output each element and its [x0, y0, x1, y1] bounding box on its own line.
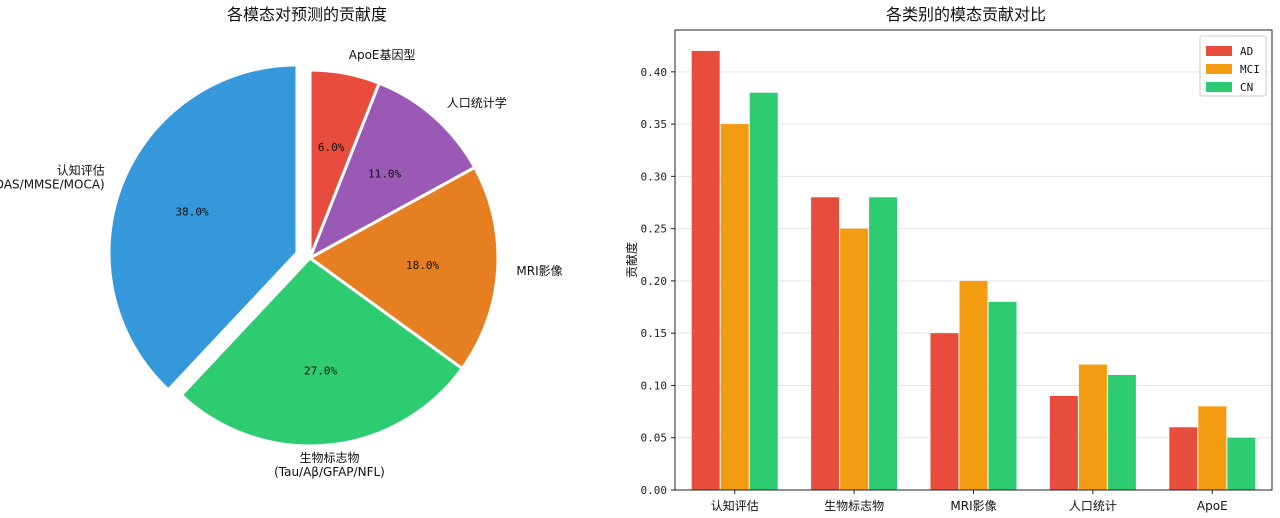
pie-sublabel: (Tau/Aβ/GFAP/NFL): [274, 465, 385, 479]
y-tick-label: 0.30: [641, 170, 668, 183]
bar-cn-3: [1107, 375, 1136, 490]
pie-chart: 各模态对预测的贡献度 6.0% ApoE基因型 11.0% 人口统计学 18.0% MRI…: [0, 5, 563, 479]
x-tick-label: MRI影像: [950, 499, 996, 513]
bar-mci-4: [1198, 406, 1227, 490]
pie-pct-label: 38.0%: [176, 205, 209, 218]
pie-pct-label: 6.0%: [318, 141, 345, 154]
legend-label: AD: [1240, 45, 1253, 58]
bar-cn-2: [988, 301, 1017, 490]
y-tick-label: 0.05: [641, 432, 668, 445]
bar-mci-0: [720, 124, 749, 490]
x-tick-label: 认知评估: [711, 499, 759, 513]
pie-pct-label: 27.0%: [304, 364, 337, 377]
pie-label: 认知评估: [57, 164, 105, 178]
bar-ad-4: [1169, 427, 1198, 490]
y-tick-label: 0.10: [641, 379, 668, 392]
x-tick-label: 人口统计: [1069, 499, 1117, 513]
pie-slice-1: [307, 81, 477, 262]
y-tick-label: 0.35: [641, 118, 668, 131]
bar-title: 各类别的模态贡献对比: [886, 5, 1046, 24]
pie-label: 生物标志物: [299, 451, 359, 465]
legend-label: MCI: [1240, 63, 1260, 76]
x-tick-label: ApoE: [1197, 499, 1228, 513]
pie-pct-label: 11.0%: [368, 167, 401, 180]
y-tick-label: 0.25: [641, 223, 668, 236]
pie-slice-4: [107, 63, 299, 393]
x-tick-label: 生物标志物: [824, 499, 884, 513]
legend: AD MCI CN: [1199, 35, 1267, 97]
pie-title: 各模态对预测的贡献度: [227, 5, 387, 24]
y-tick-label: 0.20: [641, 275, 668, 288]
bar-chart: 各类别的模态贡献对比 贡献度 0.00 0.05 0.10 0.15 0.20 0.25 0…: [624, 5, 1273, 513]
bar-ad-0: [691, 50, 720, 491]
y-axis-label: 贡献度: [624, 242, 639, 278]
y-tick-label: 0.00: [641, 484, 668, 497]
bar-mci-1: [840, 228, 869, 491]
y-tick-label: 0.40: [641, 66, 668, 79]
pie-slice-2: [307, 165, 500, 371]
bar-ad-2: [930, 333, 959, 490]
bar-cn-4: [1227, 437, 1256, 490]
bar-mci-2: [959, 280, 988, 490]
bar-ad-3: [1049, 395, 1078, 490]
pie-label: MRI影像: [516, 264, 562, 278]
bar-mci-3: [1078, 364, 1107, 490]
y-tick-label: 0.15: [641, 327, 668, 340]
pie-slice-3: [179, 256, 465, 448]
legend-label: CN: [1240, 81, 1253, 94]
legend-swatch: [1206, 82, 1232, 92]
pie-label: ApoE基因型: [349, 48, 416, 62]
legend-swatch: [1206, 46, 1232, 56]
legend-swatch: [1206, 64, 1232, 74]
pie-pct-label: 18.0%: [406, 259, 439, 272]
bar-cn-0: [749, 92, 778, 491]
pie-sublabel: (ADAS/MMSE/MOCA): [0, 178, 105, 192]
bar-cn-1: [869, 197, 898, 491]
pie-label: 人口统计学: [447, 95, 507, 110]
bar-ad-1: [811, 197, 840, 491]
